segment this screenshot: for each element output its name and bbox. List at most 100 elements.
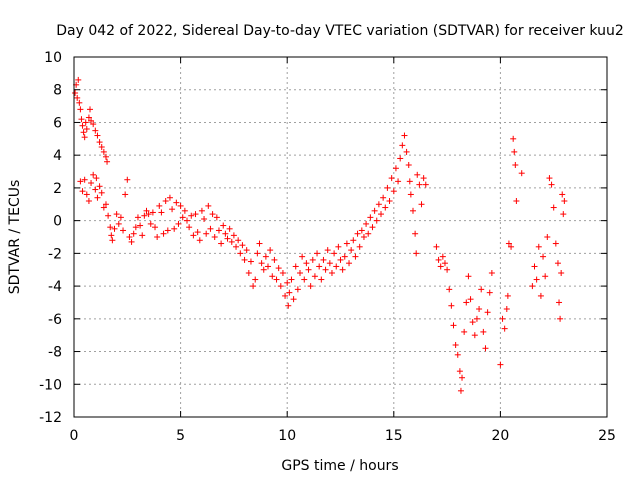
data-point: [561, 198, 568, 204]
data-point: [307, 283, 314, 290]
data-point: [265, 263, 272, 270]
data-point: [354, 230, 361, 237]
data-point: [175, 220, 182, 227]
data-point: [207, 225, 214, 232]
data-point: [316, 263, 323, 270]
data-point: [478, 286, 485, 293]
data-point: [399, 142, 406, 149]
data-point: [102, 201, 109, 208]
data-point: [160, 230, 167, 237]
data-point: [80, 129, 87, 136]
x-tick-label: 25: [598, 428, 616, 444]
data-point: [81, 134, 88, 141]
data-point: [164, 227, 171, 234]
data-point: [513, 198, 520, 204]
data-point: [290, 296, 297, 303]
data-point: [74, 94, 81, 101]
data-point: [450, 322, 457, 329]
x-tick-label: 20: [491, 428, 509, 444]
y-tick-label: 8: [53, 83, 62, 99]
data-point: [382, 204, 389, 211]
data-point: [237, 250, 244, 257]
data-point: [467, 296, 474, 303]
data-point: [403, 148, 410, 155]
data-point: [94, 132, 101, 139]
data-point: [412, 230, 419, 237]
data-point: [337, 256, 344, 263]
data-point: [352, 253, 359, 260]
data-point: [488, 270, 495, 276]
data-point: [275, 265, 282, 272]
data-point: [501, 325, 508, 332]
data-point: [454, 351, 461, 358]
data-point: [510, 135, 517, 142]
data-point: [282, 292, 289, 299]
data-point: [371, 207, 378, 214]
y-tick-label: -10: [39, 377, 62, 393]
data-point: [271, 256, 278, 263]
data-point: [557, 315, 564, 322]
data-point: [137, 222, 144, 229]
y-tick-label: -4: [48, 279, 62, 295]
data-point: [363, 220, 370, 227]
data-point: [439, 253, 446, 260]
data-point: [360, 234, 367, 240]
data-point: [406, 178, 413, 185]
data-point: [107, 224, 114, 231]
data-point: [459, 374, 466, 381]
data-point: [296, 270, 303, 276]
data-point: [542, 273, 549, 280]
data-point: [540, 253, 547, 260]
data-point: [435, 256, 442, 263]
data-point: [166, 194, 173, 201]
data-point: [102, 153, 109, 160]
data-point: [156, 202, 163, 209]
data-point: [241, 256, 248, 263]
data-point: [222, 230, 229, 237]
data-point: [141, 212, 148, 219]
data-point: [143, 207, 150, 214]
y-tick-label: -6: [48, 312, 62, 328]
data-point: [78, 116, 85, 123]
plot-frame: [73, 56, 608, 418]
data-point: [331, 250, 338, 257]
data-point: [537, 292, 544, 299]
y-tick-label: 10: [44, 50, 62, 66]
data-point: [375, 201, 382, 208]
data-point: [480, 328, 487, 335]
y-tick-label: 0: [53, 214, 62, 230]
data-point: [407, 191, 414, 198]
data-point: [139, 232, 146, 239]
data-point: [235, 237, 242, 244]
data-point: [72, 90, 79, 96]
data-point: [482, 345, 489, 352]
data-point: [405, 162, 412, 168]
grid: [74, 57, 607, 417]
data-point: [88, 117, 95, 124]
data-point: [113, 211, 120, 218]
data-point: [365, 230, 372, 237]
data-point: [181, 207, 188, 214]
data-point: [413, 250, 420, 257]
data-point: [115, 220, 122, 227]
data-point: [218, 240, 225, 247]
data-point: [79, 122, 86, 129]
y-tick-label: -12: [39, 410, 62, 426]
data-point: [154, 234, 161, 240]
data-point: [486, 289, 493, 296]
data-point: [134, 214, 141, 221]
data-point: [109, 237, 116, 244]
data-point: [111, 225, 118, 232]
data-point: [441, 260, 448, 267]
data-point: [220, 222, 227, 229]
data-point: [318, 276, 325, 283]
data-point: [322, 266, 329, 273]
data-point: [93, 175, 100, 182]
data-point: [328, 270, 335, 276]
data-point: [173, 199, 180, 206]
data-point: [198, 207, 205, 214]
data-point: [188, 212, 195, 219]
data-point: [309, 256, 316, 263]
data-point: [401, 132, 408, 139]
